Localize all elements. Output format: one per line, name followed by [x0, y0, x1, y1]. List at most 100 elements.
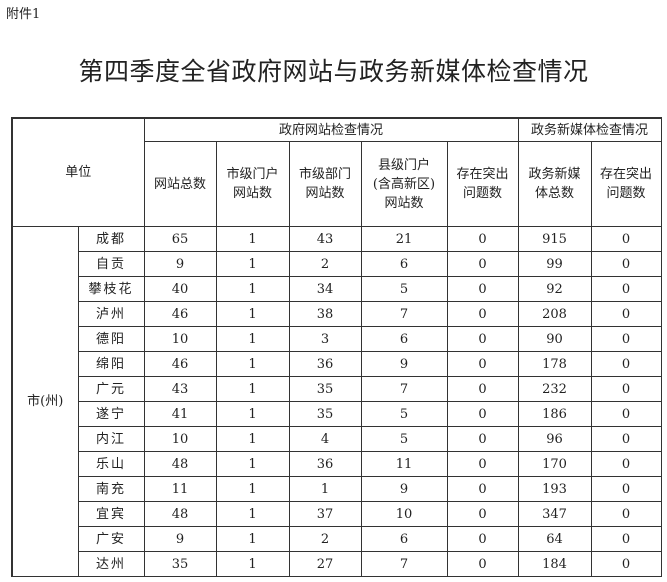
cell-value: 0	[590, 501, 662, 527]
cell-value: 9	[143, 251, 217, 277]
column-header: 网站总数	[143, 141, 217, 227]
row-name: 遂宁	[77, 401, 145, 427]
row-name: 内江	[77, 426, 145, 452]
cell-value: 0	[446, 351, 519, 377]
cell-value: 915	[517, 226, 592, 252]
cell-value: 96	[517, 426, 592, 452]
table-row: 宜宾 48 1 37 10 0 347 0	[12, 501, 662, 527]
table-row: 遂宁 41 1 35 5 0 186 0	[12, 401, 662, 427]
attachment-label: 附件1	[6, 7, 41, 22]
row-name: 成都	[77, 226, 145, 252]
cell-value: 0	[446, 251, 519, 277]
cell-value: 9	[360, 476, 448, 502]
cell-value: 232	[517, 376, 592, 402]
cell-value: 41	[143, 401, 217, 427]
table-row: 广安 9 1 2 6 0 64 0	[12, 526, 662, 552]
column-header: 政务新媒 体总数	[517, 141, 592, 227]
column-header-line: 体总数	[534, 186, 574, 201]
cell-value: 7	[360, 301, 448, 327]
cell-value: 0	[446, 476, 519, 502]
cell-value: 11	[360, 451, 448, 477]
cell-value: 0	[590, 401, 662, 427]
row-name: 达州	[77, 551, 145, 577]
cell-value: 0	[590, 451, 662, 477]
cell-value: 1	[215, 376, 290, 402]
cell-value: 0	[446, 451, 519, 477]
cell-value: 43	[143, 376, 217, 402]
cell-value: 7	[360, 551, 448, 577]
column-header: 存在突出 问题数	[590, 141, 662, 227]
cell-value: 48	[143, 451, 217, 477]
row-name: 广安	[77, 526, 145, 552]
table-row: 乐山 48 1 36 11 0 170 0	[12, 451, 662, 477]
cell-value: 0	[446, 226, 519, 252]
cell-value: 11	[143, 476, 217, 502]
column-header: 市级门户 网站数	[215, 141, 290, 227]
cell-value: 6	[360, 251, 448, 277]
cell-value: 1	[288, 476, 362, 502]
cell-value: 10	[360, 501, 448, 527]
cell-value: 0	[446, 526, 519, 552]
cell-value: 37	[288, 501, 362, 527]
cell-value: 38	[288, 301, 362, 327]
column-header-line: (含高新区)	[372, 176, 436, 192]
group-label: 市(州)	[11, 226, 79, 577]
row-name: 攀枝花	[77, 276, 145, 302]
column-header-line: 政务新媒	[528, 167, 581, 182]
row-name: 泸州	[77, 301, 145, 327]
cell-value: 46	[143, 301, 217, 327]
cell-value: 1	[215, 526, 290, 552]
cell-value: 90	[517, 326, 592, 352]
inspection-table: 单位 政府网站检查情况 政务新媒体检查情况 网站总数 市级门户 网站数 市级部门 网站数…	[11, 117, 662, 577]
cell-value: 48	[143, 501, 217, 527]
cell-value: 10	[143, 426, 217, 452]
column-header: 县级门户 (含高新区) 网站数	[360, 141, 448, 227]
cell-value: 5	[360, 401, 448, 427]
table-row: 达州 35 1 27 7 0 184 0	[12, 551, 662, 577]
cell-value: 1	[215, 426, 290, 452]
cell-value: 1	[215, 501, 290, 527]
cell-value: 208	[517, 301, 592, 327]
cell-value: 0	[590, 526, 662, 552]
column-header: 市级部门 网站数	[288, 141, 362, 227]
row-name: 自贡	[77, 251, 145, 277]
cell-value: 21	[360, 226, 448, 252]
group-header-new-media: 政务新媒体检查情况	[517, 117, 662, 142]
cell-value: 186	[517, 401, 592, 427]
cell-value: 1	[215, 476, 290, 502]
column-header-line: 县级门户	[377, 157, 430, 173]
cell-value: 1	[215, 326, 290, 352]
cell-value: 0	[590, 476, 662, 502]
table-row: 攀枝花 40 1 34 5 0 92 0	[12, 276, 662, 302]
cell-value: 0	[446, 401, 519, 427]
cell-value: 1	[215, 276, 290, 302]
cell-value: 0	[446, 376, 519, 402]
table-row: 内江 10 1 4 5 0 96 0	[12, 426, 662, 452]
page-title: 第四季度全省政府网站与政务新媒体检查情况	[78, 57, 589, 86]
cell-value: 35	[288, 401, 362, 427]
group-header-gov-sites: 政府网站检查情况	[143, 117, 519, 142]
cell-value: 2	[288, 251, 362, 277]
cell-value: 0	[590, 226, 662, 252]
cell-value: 36	[288, 451, 362, 477]
table-row: 广元 43 1 35 7 0 232 0	[12, 376, 662, 402]
cell-value: 0	[446, 326, 519, 352]
cell-value: 99	[517, 251, 592, 277]
cell-value: 1	[215, 351, 290, 377]
cell-value: 35	[288, 376, 362, 402]
cell-value: 6	[360, 326, 448, 352]
cell-value: 65	[143, 226, 217, 252]
row-name: 乐山	[77, 451, 145, 477]
row-name: 绵阳	[77, 351, 145, 377]
row-name: 南充	[77, 476, 145, 502]
cell-value: 27	[288, 551, 362, 577]
cell-value: 1	[215, 251, 290, 277]
cell-value: 34	[288, 276, 362, 302]
column-header-line: 网站总数	[153, 176, 206, 192]
cell-value: 0	[446, 276, 519, 302]
table-row: 南充 11 1 1 9 0 193 0	[12, 476, 662, 502]
cell-value: 43	[288, 226, 362, 252]
cell-value: 0	[590, 276, 662, 302]
cell-value: 1	[215, 401, 290, 427]
row-name: 德阳	[77, 326, 145, 352]
